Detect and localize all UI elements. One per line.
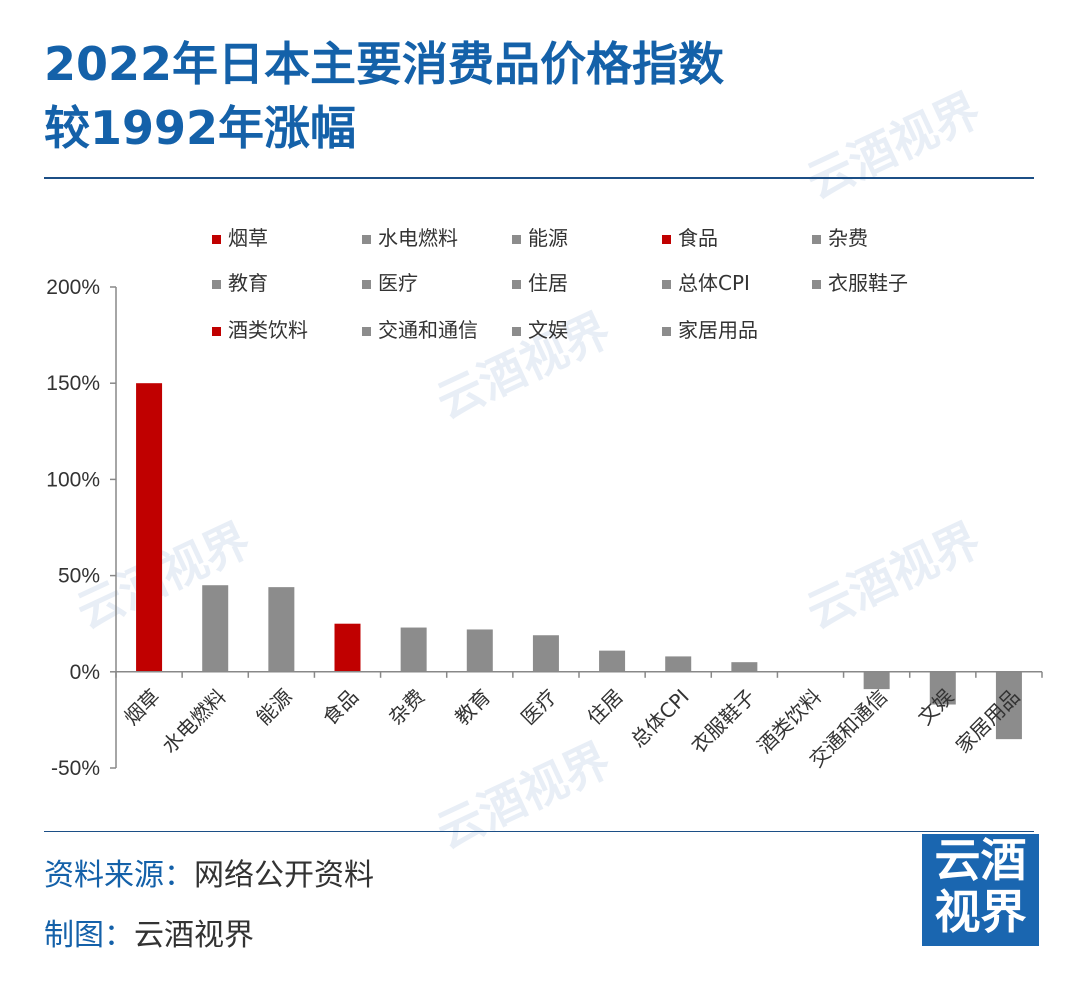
- y-tick-label: 0%: [70, 661, 100, 684]
- source-label: 资料来源：: [44, 858, 194, 893]
- x-tick-label: 教育: [450, 684, 495, 729]
- legend-swatch: [512, 280, 521, 289]
- legend-label: 总体CPI: [678, 271, 750, 295]
- legend-item: 住居: [512, 271, 568, 295]
- bar: [466, 629, 493, 672]
- bar: [665, 656, 692, 672]
- bar: [400, 627, 427, 672]
- legend-label: 住居: [528, 271, 568, 295]
- legend-label: 交通和通信: [378, 318, 478, 342]
- legend-swatch: [362, 327, 371, 336]
- bar: [268, 587, 295, 672]
- bar: [995, 671, 1022, 740]
- credit-value: 云酒视界: [134, 918, 254, 953]
- legend-label: 食品: [678, 226, 718, 250]
- x-tick-label: 烟草: [119, 684, 164, 729]
- x-tick-label: 杂费: [384, 684, 429, 729]
- legend-item: 教育: [212, 271, 268, 295]
- legend-item: 家居用品: [662, 318, 758, 342]
- legend-swatch: [212, 327, 221, 336]
- bar: [731, 662, 758, 672]
- bar: [334, 623, 361, 672]
- bar: [202, 585, 229, 672]
- y-tick-label: 150%: [46, 372, 100, 395]
- y-tick-label: 200%: [46, 276, 100, 299]
- footer-divider: [44, 831, 1034, 832]
- legend-item: 烟草: [212, 226, 268, 250]
- bar: [532, 635, 559, 672]
- legend-label: 杂费: [828, 226, 868, 250]
- credit-label: 制图：: [44, 918, 134, 953]
- y-tick-label: -50%: [51, 757, 100, 780]
- x-tick-label: 能源: [252, 684, 297, 729]
- source-value: 网络公开资料: [194, 858, 374, 893]
- legend-item: 杂费: [812, 226, 868, 250]
- legend-swatch: [662, 280, 671, 289]
- title-line-2: 较1992年涨幅: [44, 101, 357, 155]
- page-title: 2022年日本主要消费品价格指数 较1992年涨幅: [44, 32, 724, 160]
- x-tick-label: 医疗: [516, 684, 561, 729]
- title-line-1: 2022年日本主要消费品价格指数: [44, 37, 725, 91]
- x-tick-label: 衣服鞋子: [686, 684, 760, 758]
- legend-swatch: [212, 280, 221, 289]
- bar: [136, 383, 163, 672]
- legend-swatch: [662, 235, 671, 244]
- x-tick-label: 水电燃料: [157, 684, 231, 758]
- legend-label: 文娱: [528, 318, 568, 342]
- legend-swatch: [212, 235, 221, 244]
- legend-item: 酒类饮料: [212, 318, 308, 342]
- legend-swatch: [362, 235, 371, 244]
- bar: [599, 650, 626, 672]
- legend-label: 医疗: [378, 271, 418, 295]
- x-tick-label: 住居: [582, 684, 627, 729]
- brand-logo: 云酒 视界: [922, 834, 1039, 946]
- legend-item: 总体CPI: [662, 271, 750, 295]
- legend-swatch: [812, 235, 821, 244]
- y-tick-label: 50%: [58, 565, 100, 588]
- legend-swatch: [362, 280, 371, 289]
- y-tick-label: 100%: [46, 468, 100, 491]
- source-line: 资料来源：网络公开资料: [44, 856, 374, 896]
- legend-label: 衣服鞋子: [828, 271, 908, 295]
- legend-swatch: [512, 235, 521, 244]
- legend-item: 能源: [512, 226, 568, 250]
- bar: [929, 671, 956, 705]
- legend-label: 能源: [528, 226, 568, 250]
- legend-item: 交通和通信: [362, 318, 478, 342]
- logo-line-1: 云酒: [934, 833, 1027, 887]
- legend-item: 医疗: [362, 271, 418, 295]
- legend-item: 衣服鞋子: [812, 271, 908, 295]
- legend-item: 文娱: [512, 318, 568, 342]
- x-tick-label: 食品: [318, 684, 363, 729]
- logo-line-2: 视界: [934, 885, 1027, 939]
- legend-item: 水电燃料: [362, 226, 458, 250]
- legend-swatch: [812, 280, 821, 289]
- legend-label: 家居用品: [678, 318, 758, 342]
- legend-label: 烟草: [228, 226, 268, 250]
- x-tick-label: 总体CPI: [626, 684, 694, 752]
- bar: [863, 671, 890, 690]
- legend-item: 食品: [662, 226, 718, 250]
- legend-swatch: [662, 327, 671, 336]
- title-divider: [44, 177, 1034, 179]
- credit-line: 制图：云酒视界: [44, 916, 254, 956]
- legend-swatch: [512, 327, 521, 336]
- legend-label: 水电燃料: [378, 226, 458, 250]
- legend-label: 教育: [228, 271, 268, 295]
- legend-label: 酒类饮料: [228, 318, 308, 342]
